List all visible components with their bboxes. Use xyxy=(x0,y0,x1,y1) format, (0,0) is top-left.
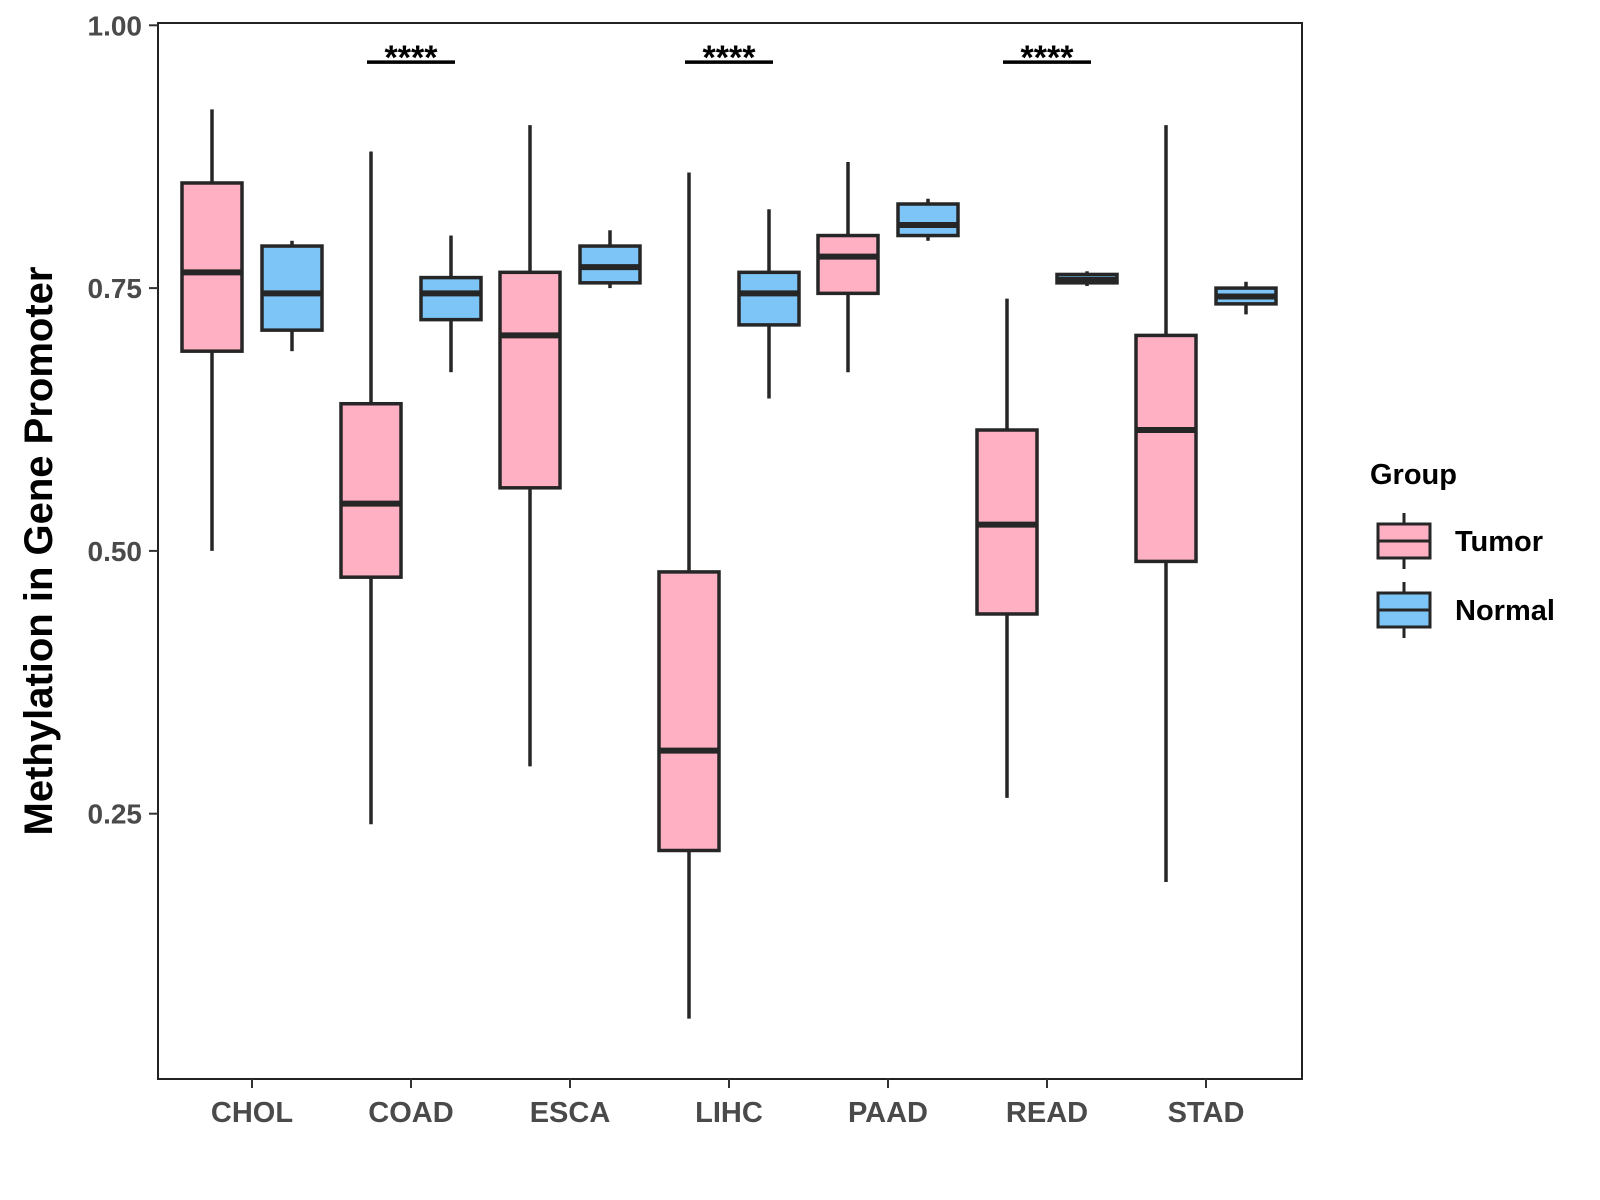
y-tick-label: 0.75 xyxy=(88,273,143,304)
box-iqr xyxy=(419,275,483,322)
y-axis: 0.25 0.50 0.75 1.00 xyxy=(88,10,158,830)
box-normal-coad xyxy=(419,235,483,373)
box-tumor-read xyxy=(975,298,1039,798)
y-tick-label: 0.25 xyxy=(88,799,143,830)
legend-label: Normal xyxy=(1455,595,1555,627)
y-tick-label: 1.00 xyxy=(88,10,143,41)
legend-label: Tumor xyxy=(1455,526,1543,558)
legend-entry-tumor: Tumor xyxy=(1376,513,1543,569)
significance-stars: **** xyxy=(1021,39,1075,77)
box-tumor-coad xyxy=(339,151,403,825)
y-tick-label: 0.50 xyxy=(88,536,143,567)
box-tumor-lihc xyxy=(657,172,721,1019)
box-tumor-paad xyxy=(816,161,880,373)
x-tick-label: CHOL xyxy=(211,1097,293,1129)
box-iqr xyxy=(896,202,960,238)
box-iqr xyxy=(657,570,721,853)
box-normal-paad xyxy=(896,198,960,241)
x-axis: CHOL COAD ESCA LIHC PAAD READ STAD xyxy=(211,1079,1244,1129)
box-iqr xyxy=(498,270,562,490)
box-iqr xyxy=(339,401,403,579)
significance-annotations: **** **** **** xyxy=(367,39,1091,77)
legend-entry-normal: Normal xyxy=(1376,582,1555,638)
x-tick-label: PAAD xyxy=(848,1097,928,1129)
x-tick-label: ESCA xyxy=(530,1097,611,1129)
box-normal-chol xyxy=(260,240,324,352)
plot-panel-border xyxy=(157,22,1303,1080)
box-iqr xyxy=(816,233,880,296)
significance-read: **** xyxy=(1003,39,1091,77)
box-normal-read xyxy=(1055,271,1119,286)
significance-coad: **** xyxy=(367,39,455,77)
significance-stars: **** xyxy=(385,39,439,77)
box-layer xyxy=(180,109,1278,1019)
box-tumor-chol xyxy=(180,109,244,551)
box-iqr xyxy=(180,181,244,353)
x-tick-label: STAD xyxy=(1168,1097,1245,1129)
box-tumor-esca xyxy=(498,125,562,767)
legend-title: Group xyxy=(1370,459,1457,491)
y-axis-title: Methylation in Gene Promoter xyxy=(17,267,61,836)
significance-lihc: **** xyxy=(685,39,773,77)
box-iqr xyxy=(260,244,324,332)
box-tumor-stad xyxy=(1134,125,1198,883)
box-iqr xyxy=(737,270,801,327)
x-tick-label: COAD xyxy=(368,1097,453,1129)
legend: Group Tumor Normal xyxy=(1370,459,1555,638)
box-iqr xyxy=(1134,333,1198,564)
box-normal-stad xyxy=(1214,281,1278,315)
box-normal-esca xyxy=(578,230,642,289)
x-tick-label: LIHC xyxy=(695,1097,763,1129)
significance-stars: **** xyxy=(703,39,757,77)
box-normal-lihc xyxy=(737,209,801,399)
x-tick-label: READ xyxy=(1006,1097,1088,1129)
